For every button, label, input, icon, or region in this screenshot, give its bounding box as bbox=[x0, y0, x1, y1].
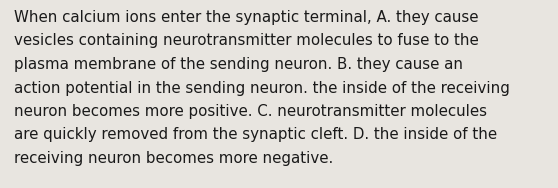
Text: neuron becomes more positive. C. neurotransmitter molecules: neuron becomes more positive. C. neurotr… bbox=[14, 104, 487, 119]
Text: are quickly removed from the synaptic cleft. D. the inside of the: are quickly removed from the synaptic cl… bbox=[14, 127, 497, 143]
Text: plasma membrane of the sending neuron. B. they cause an: plasma membrane of the sending neuron. B… bbox=[14, 57, 463, 72]
Text: When calcium ions enter the synaptic terminal, A. they cause: When calcium ions enter the synaptic ter… bbox=[14, 10, 479, 25]
Text: vesicles containing neurotransmitter molecules to fuse to the: vesicles containing neurotransmitter mol… bbox=[14, 33, 479, 49]
Text: receiving neuron becomes more negative.: receiving neuron becomes more negative. bbox=[14, 151, 333, 166]
Text: action potential in the sending neuron. the inside of the receiving: action potential in the sending neuron. … bbox=[14, 80, 510, 96]
